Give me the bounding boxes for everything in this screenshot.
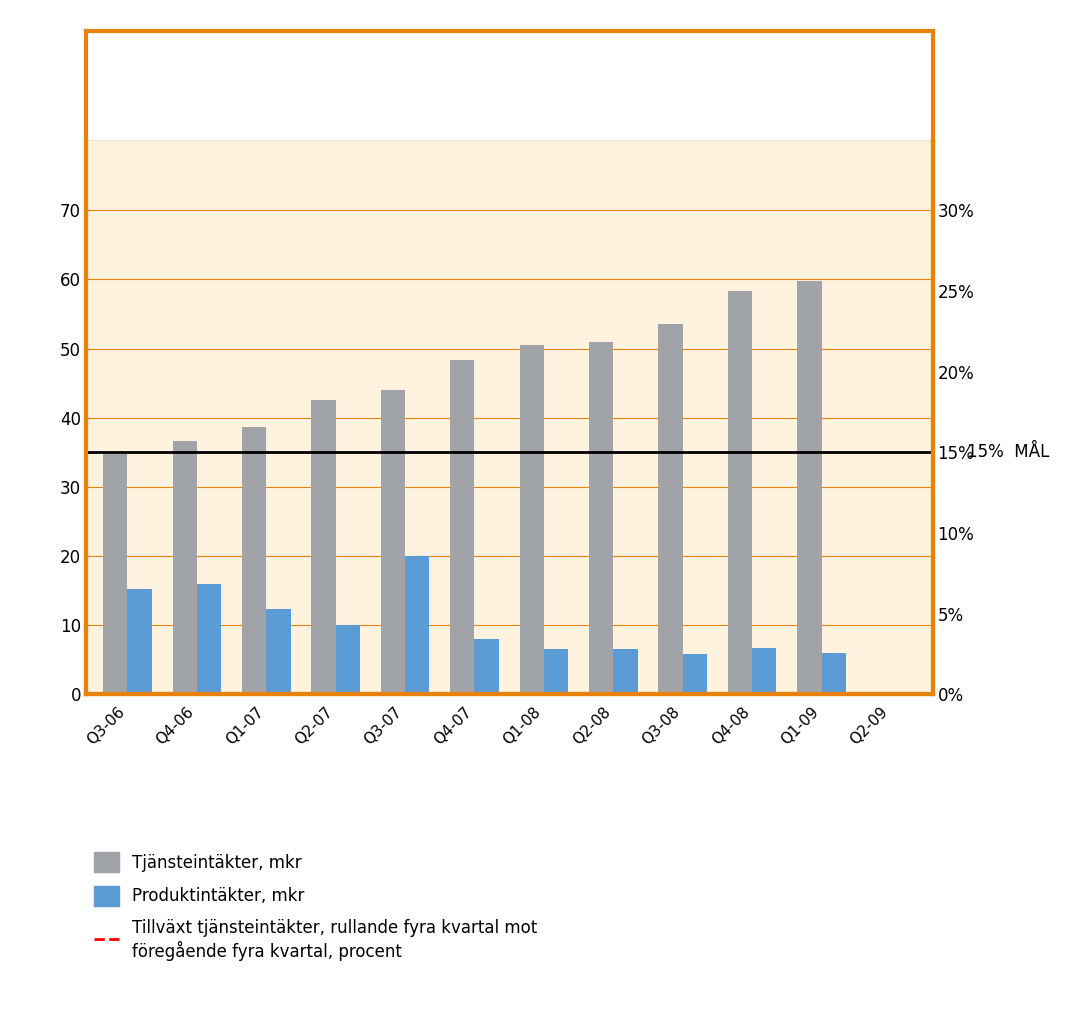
Legend: Tjänsteintäkter, mkr, Produktintäkter, mkr, Tillväxt tjänsteintäkter, rullande f: Tjänsteintäkter, mkr, Produktintäkter, m…: [94, 852, 538, 961]
Text: 15%  MÅL: 15% MÅL: [967, 443, 1048, 461]
Bar: [475, 639, 498, 694]
Bar: [821, 652, 846, 694]
Bar: [405, 556, 430, 694]
Bar: [336, 625, 360, 694]
Bar: [242, 428, 266, 694]
Bar: [103, 453, 128, 694]
Bar: [589, 342, 613, 694]
Bar: [520, 345, 544, 694]
Bar: [311, 400, 336, 694]
Bar: [613, 649, 638, 694]
Bar: [128, 589, 152, 694]
Bar: [381, 390, 405, 694]
Bar: [753, 648, 776, 694]
Bar: [450, 360, 475, 694]
Bar: [266, 610, 291, 694]
Bar: [658, 325, 683, 694]
Bar: [728, 291, 753, 694]
Bar: [798, 281, 821, 694]
Bar: [197, 584, 221, 694]
Bar: [544, 649, 568, 694]
Bar: [173, 441, 197, 694]
Bar: [683, 654, 708, 694]
